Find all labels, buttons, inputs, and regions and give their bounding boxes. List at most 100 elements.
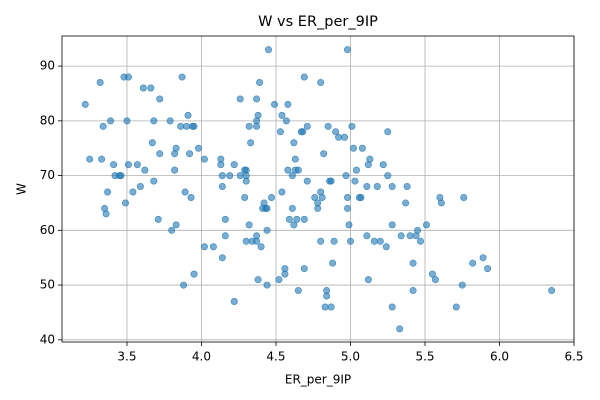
point — [330, 237, 338, 245]
point — [349, 144, 357, 152]
point — [379, 161, 387, 169]
point — [263, 281, 271, 289]
y-tick-label: 80 — [40, 113, 55, 127]
point — [351, 177, 359, 185]
point — [321, 303, 329, 311]
point — [344, 46, 352, 54]
point — [187, 193, 195, 201]
point — [318, 193, 326, 201]
point — [253, 95, 261, 103]
point — [388, 303, 396, 311]
point — [358, 144, 366, 152]
point — [366, 155, 374, 163]
point — [370, 237, 378, 245]
point — [117, 172, 125, 180]
y-tick-label: 60 — [40, 223, 55, 237]
point — [402, 199, 410, 207]
y-tick-label: 50 — [40, 278, 55, 292]
point — [278, 111, 286, 119]
point — [373, 183, 381, 191]
point — [382, 243, 390, 251]
point — [428, 270, 436, 278]
point — [268, 193, 276, 201]
point — [98, 155, 106, 163]
point — [303, 122, 311, 130]
point — [384, 172, 392, 180]
point — [247, 139, 255, 147]
point — [110, 161, 118, 169]
point — [437, 199, 445, 207]
point — [141, 166, 149, 174]
point — [166, 117, 174, 125]
point — [332, 128, 340, 136]
point — [324, 122, 332, 130]
point — [263, 204, 271, 212]
point — [221, 232, 229, 240]
point — [300, 215, 308, 223]
point — [218, 183, 226, 191]
point — [236, 95, 244, 103]
y-tick-label: 40 — [40, 332, 55, 346]
point — [281, 265, 289, 273]
point — [363, 232, 371, 240]
point — [469, 259, 477, 267]
point — [156, 150, 164, 158]
point — [422, 221, 430, 229]
point — [257, 243, 265, 251]
point — [150, 177, 158, 185]
point — [288, 204, 296, 212]
point — [242, 177, 250, 185]
point — [86, 155, 94, 163]
point — [217, 155, 225, 163]
point — [81, 100, 89, 108]
x-tick-label: 6.0 — [490, 350, 509, 364]
point — [384, 128, 392, 136]
point — [275, 276, 283, 284]
point — [317, 237, 325, 245]
point — [218, 254, 226, 262]
point — [218, 172, 226, 180]
point — [181, 188, 189, 196]
point — [129, 188, 137, 196]
point — [245, 221, 253, 229]
point — [190, 122, 198, 130]
point — [409, 287, 417, 295]
point — [133, 161, 141, 169]
plot-frame — [61, 35, 575, 343]
point — [99, 122, 107, 130]
point — [294, 287, 302, 295]
point — [363, 183, 371, 191]
point — [230, 297, 238, 305]
point — [342, 172, 350, 180]
point — [431, 276, 439, 284]
point — [335, 133, 343, 141]
point — [124, 161, 132, 169]
point — [376, 237, 384, 245]
point — [136, 183, 144, 191]
point — [123, 117, 131, 125]
point — [285, 215, 293, 223]
point — [348, 122, 356, 130]
point — [102, 210, 110, 218]
point — [256, 79, 264, 87]
point — [388, 221, 396, 229]
point — [124, 73, 132, 81]
point — [299, 128, 307, 136]
point — [311, 193, 319, 201]
point — [121, 199, 129, 207]
point — [323, 287, 331, 295]
point — [209, 243, 217, 251]
point — [388, 183, 396, 191]
point — [288, 172, 296, 180]
point — [357, 193, 365, 201]
point — [314, 199, 322, 207]
point — [154, 215, 162, 223]
point — [300, 73, 308, 81]
point — [236, 172, 244, 180]
point — [150, 117, 158, 125]
point — [104, 188, 112, 196]
point — [409, 259, 417, 267]
point — [194, 144, 202, 152]
